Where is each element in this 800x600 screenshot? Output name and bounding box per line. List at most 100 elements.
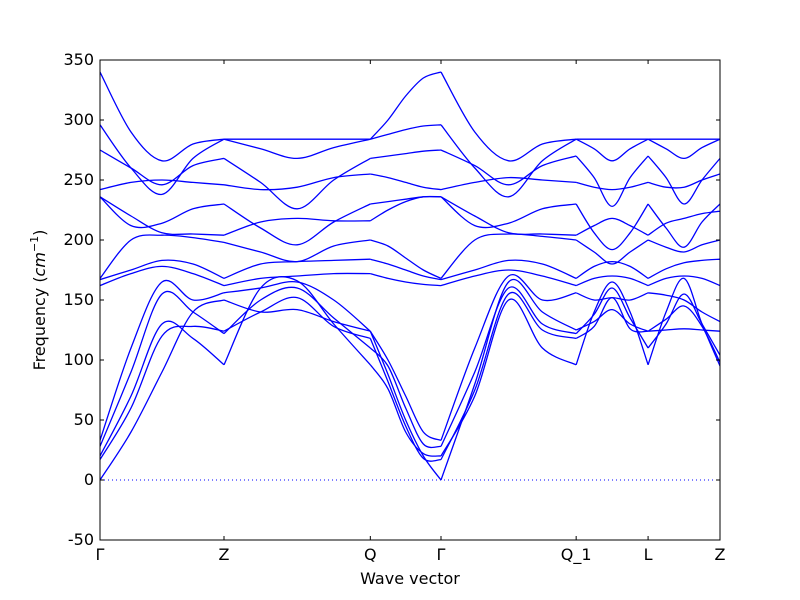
y-tick-label: 50 bbox=[74, 410, 94, 429]
band-line bbox=[440, 149, 577, 186]
x-tick-label: Z bbox=[715, 545, 726, 564]
band-line bbox=[575, 239, 649, 265]
band-line bbox=[223, 239, 371, 263]
x-tick-label: Γ bbox=[96, 545, 105, 564]
x-tick-label: L bbox=[644, 545, 653, 564]
band-line bbox=[647, 293, 720, 356]
band-line bbox=[369, 71, 442, 140]
y-axis-ticks: -50 0 50 100 150 200 250 300 350 bbox=[63, 50, 720, 549]
band-line bbox=[100, 320, 225, 457]
band-line bbox=[575, 260, 649, 279]
x-axis-label: Wave vector bbox=[360, 569, 460, 588]
y-tick-label: 300 bbox=[63, 110, 94, 129]
band-line bbox=[440, 259, 577, 281]
band-line bbox=[223, 296, 371, 340]
y-tick-label: 250 bbox=[63, 170, 94, 189]
band-line bbox=[647, 203, 720, 248]
y-tick-label: 0 bbox=[84, 470, 94, 489]
band-line bbox=[370, 258, 442, 281]
band-line bbox=[100, 325, 225, 460]
band-line bbox=[648, 328, 720, 332]
y-tick-label: -50 bbox=[68, 530, 94, 549]
band-line bbox=[223, 173, 371, 191]
band-line bbox=[575, 292, 649, 301]
band-line bbox=[575, 138, 649, 162]
band-line bbox=[647, 239, 720, 253]
band-line bbox=[223, 272, 371, 287]
band-line bbox=[440, 71, 577, 162]
band-line bbox=[100, 149, 225, 186]
y-tick-label: 350 bbox=[63, 50, 94, 69]
band-line bbox=[223, 138, 371, 160]
band-line bbox=[223, 203, 371, 246]
y-tick-label: 150 bbox=[63, 290, 94, 309]
band-line bbox=[100, 279, 225, 441]
band-line bbox=[647, 292, 720, 323]
band-line bbox=[440, 269, 577, 287]
band-line bbox=[575, 155, 649, 208]
plot-area: -50 0 50 100 150 200 250 300 350 Γ Z Q Γ Q_1 L Z bbox=[63, 50, 725, 565]
x-tick-label: Q bbox=[364, 545, 377, 564]
band-line bbox=[370, 149, 442, 160]
band-line bbox=[369, 330, 442, 481]
y-tick-label: 200 bbox=[63, 230, 94, 249]
band-line bbox=[440, 274, 577, 441]
band-line bbox=[575, 275, 649, 287]
band-line bbox=[369, 338, 442, 462]
x-axis-ticks: Γ Z Q Γ Q_1 L Z bbox=[96, 60, 726, 565]
band-line bbox=[440, 196, 577, 229]
x-tick-label: Γ bbox=[437, 545, 446, 564]
band-line bbox=[575, 287, 649, 349]
band-line bbox=[223, 276, 371, 366]
band-line bbox=[100, 179, 225, 191]
band-line bbox=[575, 217, 649, 236]
y-axis-unit: cm bbox=[30, 252, 49, 276]
y-axis-label: Frequency (cm−1) bbox=[28, 230, 49, 371]
band-line bbox=[223, 280, 371, 332]
band-lines bbox=[100, 71, 720, 481]
band-line bbox=[370, 272, 442, 287]
band-line bbox=[100, 196, 225, 229]
band-line bbox=[647, 258, 720, 279]
band-line bbox=[370, 195, 442, 205]
band-line bbox=[100, 234, 225, 279]
x-tick-label: Z bbox=[219, 545, 230, 564]
band-line bbox=[575, 181, 649, 191]
band-line bbox=[100, 196, 225, 236]
band-line bbox=[100, 259, 225, 281]
band-line bbox=[647, 277, 720, 367]
y-axis-label-text: Frequency bbox=[30, 288, 49, 371]
band-line bbox=[100, 71, 225, 162]
band-line bbox=[647, 210, 720, 236]
band-line bbox=[100, 124, 225, 196]
band-line bbox=[647, 173, 720, 189]
band-line bbox=[575, 203, 649, 251]
x-tick-label: Q_1 bbox=[561, 545, 592, 565]
band-line bbox=[370, 239, 442, 279]
band-line bbox=[440, 298, 577, 457]
band-line bbox=[647, 275, 720, 287]
band-line bbox=[100, 290, 225, 447]
band-line bbox=[369, 330, 442, 442]
band-line bbox=[440, 233, 577, 279]
band-line bbox=[440, 196, 577, 236]
band-line bbox=[100, 299, 225, 481]
band-line bbox=[100, 265, 225, 287]
band-line bbox=[223, 217, 371, 236]
band-line bbox=[647, 138, 720, 160]
band-line bbox=[647, 155, 720, 205]
band-line bbox=[370, 124, 442, 140]
band-line bbox=[223, 286, 371, 349]
y-tick-label: 100 bbox=[63, 350, 94, 369]
band-line bbox=[370, 173, 442, 191]
band-line bbox=[369, 364, 442, 457]
band-line bbox=[440, 124, 577, 198]
band-line bbox=[440, 286, 577, 447]
band-line bbox=[369, 347, 442, 449]
band-line bbox=[440, 176, 577, 191]
band-line bbox=[223, 157, 371, 210]
band-line bbox=[440, 291, 577, 460]
y-axis-unit-exponent: −1 bbox=[28, 236, 41, 252]
